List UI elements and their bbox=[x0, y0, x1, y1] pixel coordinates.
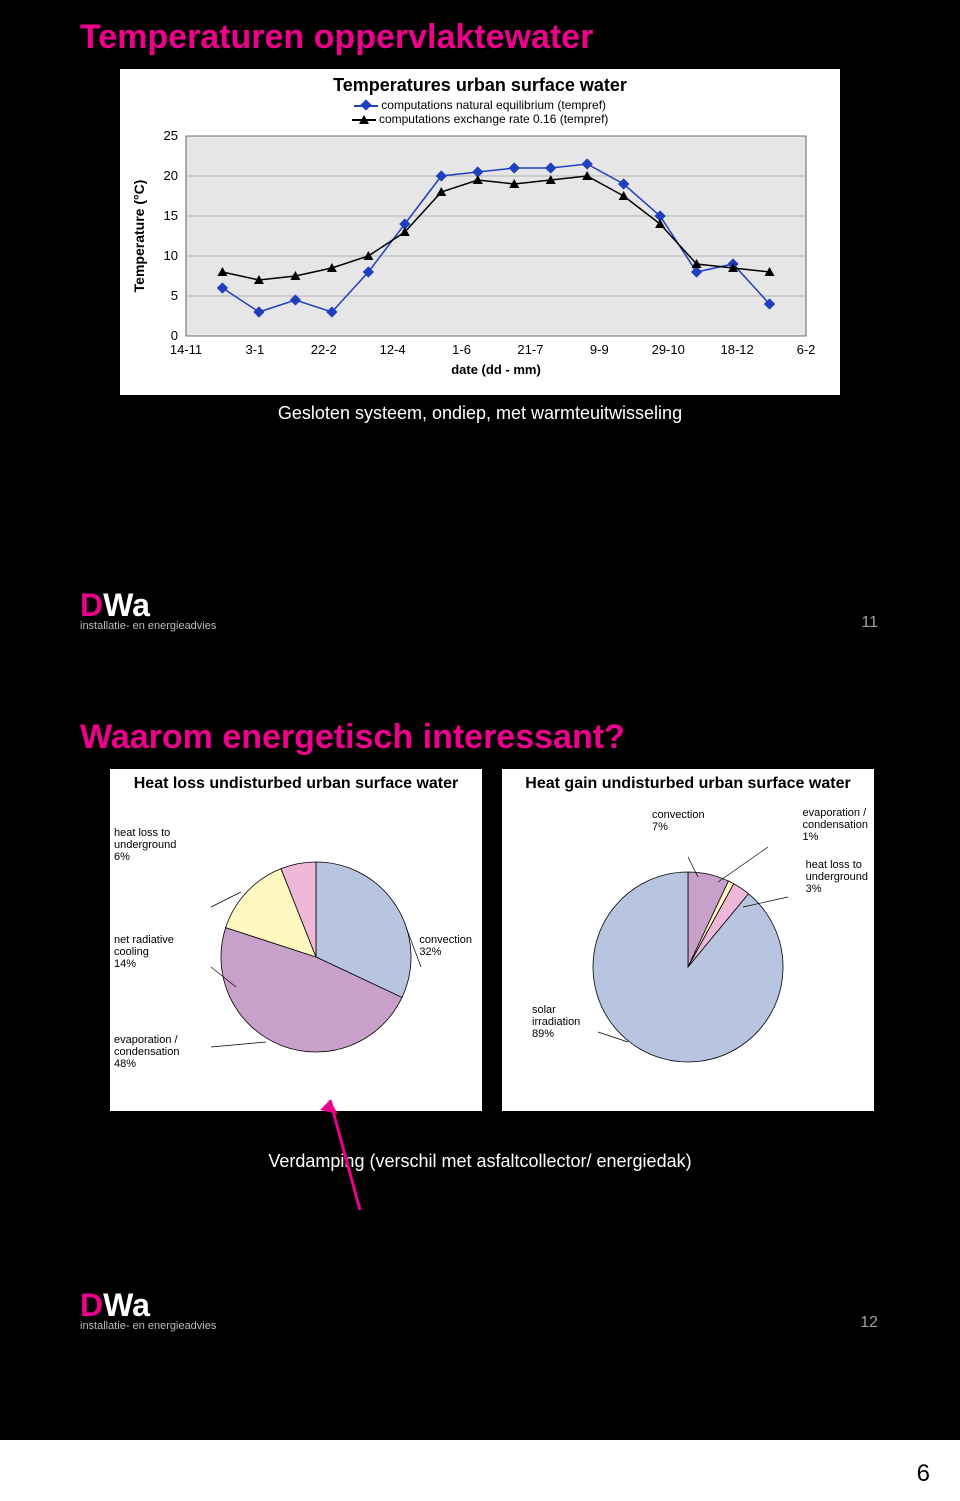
slide2-title: Waarom energetisch interessant? bbox=[80, 718, 890, 757]
legend-label-2: computations exchange rate 0.16 (tempref… bbox=[379, 112, 608, 126]
svg-text:6-2: 6-2 bbox=[797, 342, 816, 357]
callout-convection: convection32% bbox=[419, 934, 472, 958]
line-chart-title: Temperatures urban surface water bbox=[126, 75, 834, 96]
svg-text:18-12: 18-12 bbox=[720, 342, 753, 357]
callout-net-radiative: net radiativecooling14% bbox=[114, 934, 174, 970]
slide2-number: 12 bbox=[860, 1314, 878, 1332]
pink-arrow bbox=[270, 1090, 450, 1220]
callout-heatloss-underground: heat loss tounderground6% bbox=[114, 827, 176, 863]
legend-label-1: computations natural equilibrium (tempre… bbox=[381, 98, 606, 112]
svg-text:12-4: 12-4 bbox=[380, 342, 406, 357]
svg-text:date (dd - mm): date (dd - mm) bbox=[451, 362, 541, 377]
slide1-title: Temperaturen oppervlaktewater bbox=[80, 18, 890, 57]
svg-text:9-9: 9-9 bbox=[590, 342, 609, 357]
line-chart-legend: computations natural equilibrium (tempre… bbox=[126, 98, 834, 126]
line-chart-panel: Temperatures urban surface water computa… bbox=[120, 69, 840, 395]
svg-text:0: 0 bbox=[171, 328, 178, 343]
svg-text:1-6: 1-6 bbox=[452, 342, 471, 357]
callout-gain-convection: convection7% bbox=[652, 809, 705, 833]
slide1-caption: Gesloten systeem, ondiep, met warmteuitw… bbox=[70, 403, 890, 424]
pie-gain-title: Heat gain undisturbed urban surface wate… bbox=[508, 775, 868, 793]
slide-1: Temperaturen oppervlaktewater Temperatur… bbox=[70, 0, 890, 640]
callout-gain-solar: solarirradiation89% bbox=[532, 1004, 580, 1040]
callout-gain-evap: evaporation /condensation1% bbox=[803, 807, 868, 843]
callout-gain-heatloss: heat loss tounderground3% bbox=[806, 859, 868, 895]
line-chart: 0 5 10 15 20 25 Temperature (°C) 14-11 3-1 22-2 12… bbox=[126, 126, 826, 386]
svg-text:15: 15 bbox=[164, 208, 178, 223]
svg-text:25: 25 bbox=[164, 128, 178, 143]
svg-text:Temperature (°C): Temperature (°C) bbox=[131, 180, 147, 293]
svg-text:10: 10 bbox=[164, 248, 178, 263]
pie-loss-title: Heat loss undisturbed urban surface wate… bbox=[116, 775, 476, 793]
pie-loss-panel: Heat loss undisturbed urban surface wate… bbox=[110, 769, 482, 1111]
slide-2: Waarom energetisch interessant? Heat los… bbox=[70, 700, 890, 1340]
svg-text:20: 20 bbox=[164, 168, 178, 183]
svg-text:14-11: 14-11 bbox=[170, 342, 202, 357]
svg-text:5: 5 bbox=[171, 288, 178, 303]
svg-text:21-7: 21-7 bbox=[517, 342, 543, 357]
dwa-logo: DWa installatie- en energieadvies bbox=[80, 587, 216, 632]
callout-evap-cond: evaporation /condensation48% bbox=[114, 1034, 179, 1070]
pie-gain-panel: Heat gain undisturbed urban surface wate… bbox=[502, 769, 874, 1111]
slide1-number: 11 bbox=[861, 614, 878, 632]
dwa-logo-2: DWa installatie- en energieadvies bbox=[80, 1287, 216, 1332]
svg-text:29-10: 29-10 bbox=[652, 342, 685, 357]
verdamping-note: Verdamping (verschil met asfaltcollector… bbox=[70, 1151, 890, 1172]
page-number: 6 bbox=[917, 1460, 930, 1488]
svg-text:22-2: 22-2 bbox=[311, 342, 337, 357]
svg-text:3-1: 3-1 bbox=[245, 342, 264, 357]
